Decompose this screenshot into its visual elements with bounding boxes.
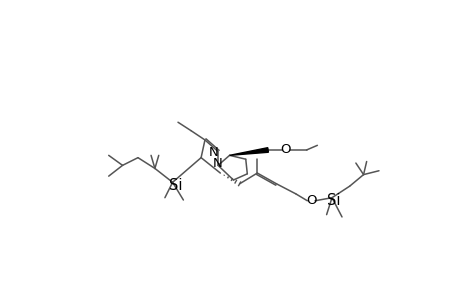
Polygon shape <box>229 148 268 155</box>
Text: N: N <box>212 157 222 170</box>
Text: Si: Si <box>326 193 340 208</box>
Text: Si: Si <box>168 178 182 193</box>
Text: O: O <box>280 143 291 157</box>
Text: O: O <box>305 194 316 207</box>
Text: N: N <box>208 146 218 159</box>
